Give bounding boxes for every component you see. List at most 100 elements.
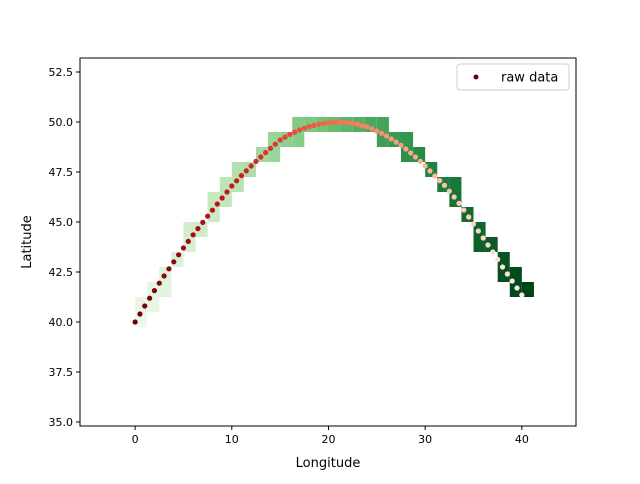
density-bin [195,222,208,237]
data-point [335,119,341,125]
data-point [147,295,153,301]
data-point [446,188,452,194]
data-point [224,189,230,195]
data-point [243,168,249,174]
data-point [475,228,481,234]
data-point [306,124,312,130]
data-point [509,278,515,284]
data-point [340,119,346,125]
data-point [403,146,409,152]
legend-marker [473,74,479,80]
data-point [156,280,162,286]
data-point [209,207,216,213]
data-point [369,126,375,132]
legend: raw data [456,63,570,91]
data-point [185,238,191,244]
data-point [137,311,143,317]
data-point [282,134,288,140]
density-bin [485,237,498,252]
data-point [311,122,317,128]
data-point [432,173,438,179]
data-point [287,131,293,137]
data-point [248,163,254,169]
data-point [263,150,269,156]
x-tick-label: 10 [225,433,239,446]
data-point [437,178,443,184]
data-point [258,154,264,160]
data-point [451,194,457,200]
data-point [253,158,259,164]
y-tick-label: 42.5 [49,266,74,279]
data-point [393,139,399,145]
y-tick-label: 47.5 [49,166,74,179]
data-point [296,127,303,133]
data-point [359,123,365,129]
data-point [422,163,428,169]
data-point [499,264,506,270]
data-point [412,154,419,160]
density-bin [497,267,510,282]
data-point [485,242,491,248]
density-bin [400,132,414,147]
data-point [132,319,138,325]
data-point [354,121,361,127]
data-point [176,252,182,258]
density-bin [473,237,486,252]
data-point [234,178,240,184]
density-bin [159,282,172,297]
data-point [214,201,220,207]
data-point [205,213,211,219]
data-point [272,141,278,147]
x-axis-label: Longitude [296,456,361,471]
y-axis-label: Latitude [20,215,35,269]
data-point [398,142,404,148]
y-tick-label: 50.0 [49,116,74,129]
data-point [456,200,462,206]
data-point [519,292,525,298]
data-point [466,214,472,220]
data-point [470,221,477,227]
data-point [388,136,394,142]
data-point [345,120,351,126]
density-bin [449,177,462,192]
data-point [364,124,370,130]
y-tick-label: 52.5 [49,66,74,79]
data-point [495,256,501,262]
data-point [238,173,245,179]
data-point [267,145,274,151]
data-point [321,120,327,126]
legend-label: raw data [501,71,558,86]
data-point [514,285,520,291]
y-tick-label: 45.0 [49,216,74,229]
data-point [219,195,225,201]
data-point [190,232,196,238]
data-point [229,183,235,189]
data-point [180,245,187,251]
x-axis-ticks: 0 10 20 30 40 [132,426,529,446]
x-tick-label: 0 [132,433,139,446]
data-point [330,119,336,125]
data-point [490,249,496,255]
x-tick-label: 30 [418,433,432,446]
data-point [166,266,172,272]
density-bin [376,117,389,132]
data-point [292,129,298,135]
density-bin [147,297,160,312]
data-point [374,128,380,134]
data-point [277,137,283,143]
x-tick-label: 20 [321,433,335,446]
data-point [383,133,390,139]
y-axis-ticks: 35.0 37.5 40.0 42.5 45.0 47.5 50.0 52.5 [49,66,80,429]
data-points [132,119,525,325]
data-point [161,273,167,279]
data-point [379,130,385,136]
data-point [142,303,148,309]
data-point [301,125,307,131]
data-point [441,182,448,188]
data-point [461,207,467,213]
y-tick-label: 35.0 [49,416,74,429]
y-tick-label: 40.0 [49,316,74,329]
data-point [504,271,510,277]
data-point [480,235,486,241]
